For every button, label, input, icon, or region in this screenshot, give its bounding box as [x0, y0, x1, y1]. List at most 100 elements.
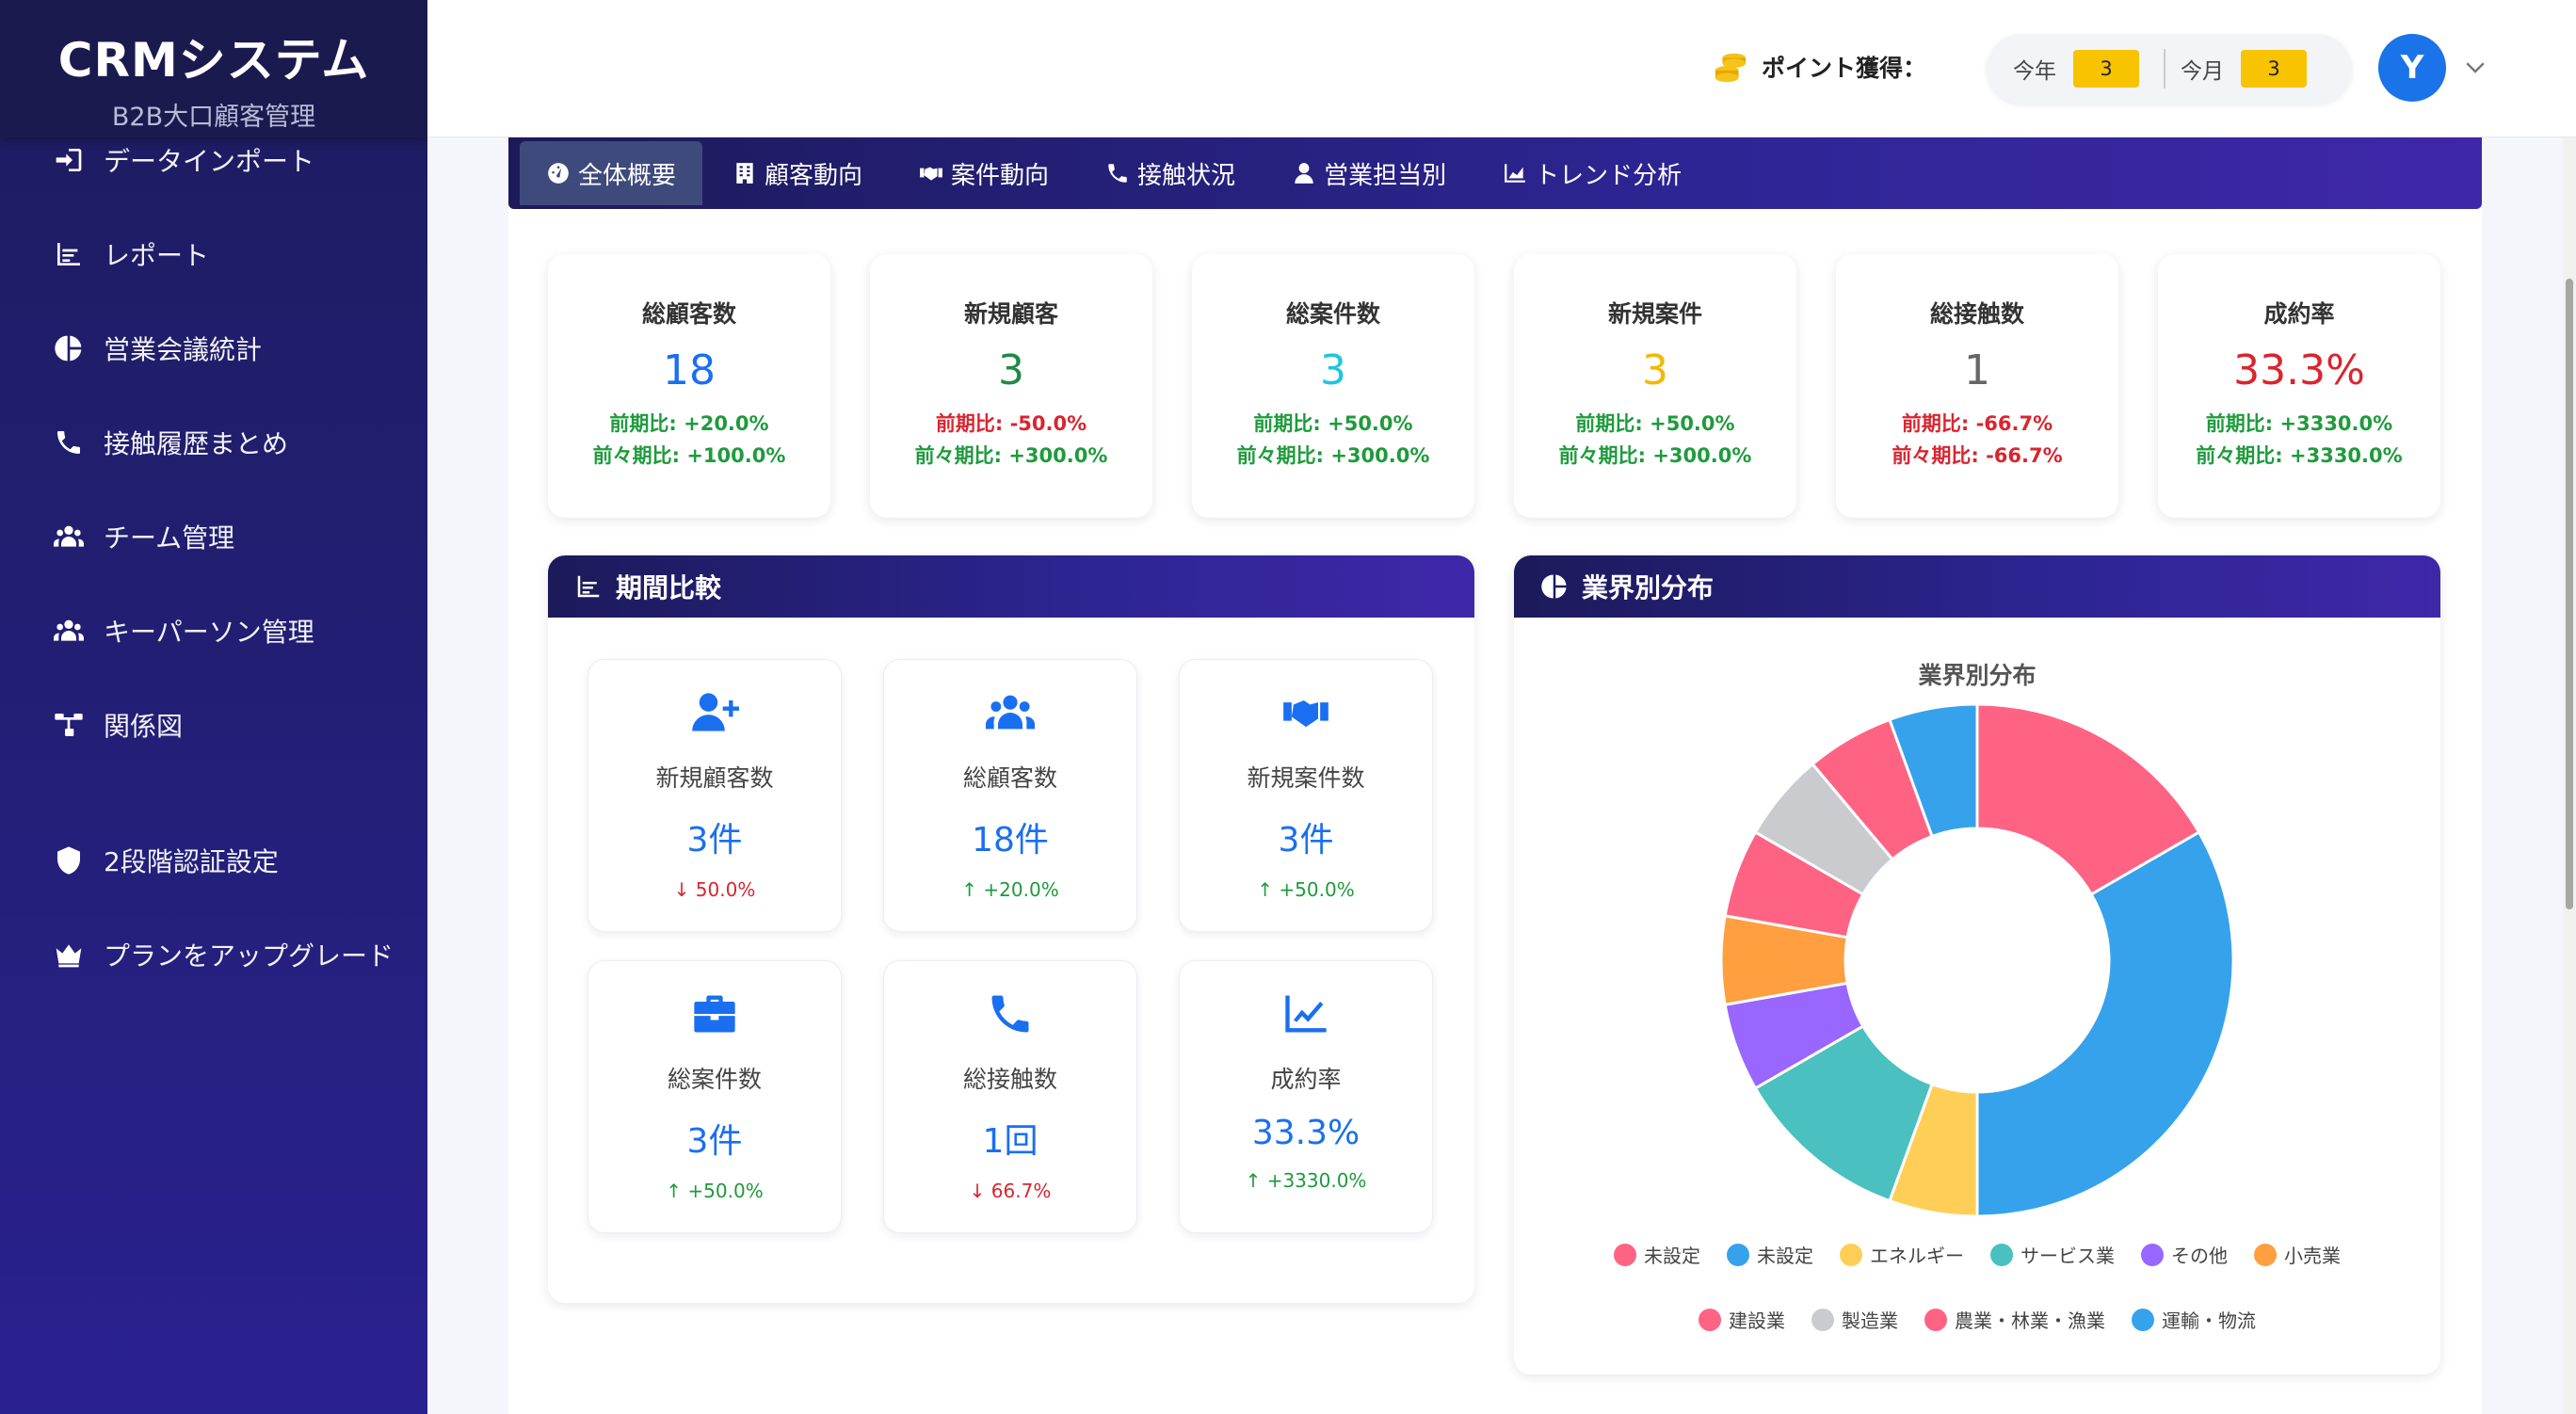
- brand-title: CRMシステム: [57, 33, 370, 88]
- kpi-change-prev: 前期比: +20.0%: [609, 412, 769, 435]
- metric-value: 33.3%: [1251, 1114, 1360, 1152]
- metric-change: ↓ 50.0%: [588, 878, 841, 901]
- legend-item[interactable]: エネルギー: [1840, 1241, 1964, 1268]
- this-year-label: 今年: [2013, 59, 2056, 84]
- points-label: ポイント獲得：: [1761, 55, 1926, 82]
- tab-label: 顧客動向: [765, 161, 863, 190]
- sidebar-item-contact-history[interactable]: 接触履歴まとめ: [0, 395, 427, 490]
- legend-item[interactable]: 農業・林業・漁業: [1924, 1306, 2105, 1333]
- legend-label: 小売業: [2284, 1245, 2341, 1267]
- pie-slice[interactable]: [1888, 702, 1979, 839]
- tab-trend-analysis[interactable]: トレンド分析: [1476, 141, 1708, 205]
- area-chart-icon: [1505, 164, 1525, 183]
- legend-label: 運輸・物流: [2162, 1310, 2256, 1332]
- coins-icon: [1715, 53, 1747, 83]
- metric-change: ↑ +50.0%: [588, 1180, 841, 1202]
- kpi-card: 成約率 33.3% 前期比: +3330.0% 前々期比: +3330.0%: [2158, 254, 2440, 518]
- pie-chart-icon: [53, 332, 85, 364]
- kpi-card: 新規案件 3 前期比: +50.0% 前々期比: +300.0%: [1514, 254, 1796, 518]
- metric-label: 成約率: [1270, 1066, 1342, 1093]
- metric-label: 新規顧客数: [655, 764, 774, 792]
- legend-swatch: [1811, 1308, 1834, 1331]
- sidebar-item-keyperson[interactable]: キーパーソン管理: [0, 584, 427, 678]
- sidebar-item-label: レポート: [104, 240, 210, 271]
- team-icon: [53, 521, 85, 553]
- report-chart-icon: [577, 575, 600, 598]
- kpi-change-prev2: 前々期比: -66.7%: [1892, 444, 2063, 467]
- tab-contact-status[interactable]: 接触状況: [1079, 141, 1262, 205]
- arrow-icon: ↑: [1245, 1169, 1262, 1192]
- tab-by-sales-rep[interactable]: 営業担当別: [1265, 141, 1473, 205]
- kpi-change-prev: 前期比: -50.0%: [935, 412, 1087, 435]
- briefcase-icon: [588, 988, 841, 1040]
- metric-card: 総接触数 1回 ↓ 66.7%: [883, 960, 1137, 1233]
- legend-item[interactable]: 運輸・物流: [2132, 1306, 2256, 1333]
- import-icon: [53, 144, 85, 176]
- users-icon: [884, 686, 1136, 739]
- pie-slice[interactable]: [1975, 829, 2235, 1218]
- kpi-value: 1: [1964, 346, 1990, 394]
- chevron-down-icon[interactable]: [2461, 53, 2489, 81]
- tab-customer-trend[interactable]: 顧客動向: [706, 141, 889, 205]
- legend-swatch: [2132, 1308, 2154, 1331]
- sidebar-item-report[interactable]: レポート: [0, 207, 427, 301]
- legend-label: サービス業: [2021, 1245, 2115, 1267]
- legend-label: その他: [2171, 1245, 2228, 1267]
- metric-label: 新規案件数: [1247, 764, 1365, 792]
- metric-label: 総案件数: [667, 1066, 762, 1093]
- sidebar-spacer: [0, 772, 427, 813]
- sidebar-item-upgrade[interactable]: プランをアップグレード: [0, 908, 427, 1002]
- scrollbar-thumb[interactable]: [2566, 279, 2573, 909]
- tab-label: 営業担当別: [1324, 161, 1447, 190]
- sidebar-item-2fa[interactable]: 2段階認証設定: [0, 813, 427, 908]
- sidebar-item-relationship[interactable]: 関係図: [0, 678, 427, 772]
- sidebar-item-team[interactable]: チーム管理: [0, 490, 427, 584]
- legend-swatch: [1840, 1243, 1862, 1266]
- building-icon: [736, 163, 753, 184]
- brand-subtitle: B2B大口顧客管理: [111, 103, 316, 132]
- kpi-card: 総案件数 3 前期比: +50.0% 前々期比: +300.0%: [1192, 254, 1474, 518]
- metric-change-value: +20.0%: [983, 878, 1059, 901]
- metric-change-value: +50.0%: [687, 1180, 764, 1202]
- metric-value: 3件: [686, 821, 743, 860]
- tab-label: 案件動向: [951, 161, 1050, 190]
- top-header: ポイント獲得： 今年 3 今月 3 Y: [427, 0, 2576, 137]
- phone-icon: [53, 426, 85, 458]
- metric-value: 3件: [1278, 821, 1334, 860]
- tab-label: 全体概要: [578, 161, 677, 190]
- legend-item[interactable]: 建設業: [1699, 1306, 1785, 1333]
- legend-swatch: [1699, 1308, 1721, 1331]
- sidebar-item-label: 関係図: [104, 711, 184, 742]
- legend-item[interactable]: 製造業: [1811, 1306, 1898, 1333]
- industry-distribution-panel: 業界別分布 業界別分布 未設定 未設定 エネルギー サービス業 その他 小売業 建設業 製造業…: [1514, 555, 2440, 1374]
- legend-swatch: [2254, 1243, 2277, 1266]
- phone-icon: [1108, 164, 1127, 183]
- metric-value: 3件: [686, 1122, 743, 1161]
- avatar[interactable]: Y: [2378, 34, 2446, 102]
- tab-overview[interactable]: 全体概要: [520, 141, 703, 205]
- legend-item[interactable]: 未設定: [1727, 1241, 1813, 1268]
- main-content: 全体概要 顧客動向 案件動向 接触状況 営業担当別 トレンド分析 総顧客数 18…: [508, 137, 2482, 1414]
- legend-item[interactable]: サービス業: [1990, 1241, 2115, 1268]
- scrollbar[interactable]: [2563, 137, 2576, 1414]
- legend-item[interactable]: 小売業: [2254, 1241, 2341, 1268]
- chart-title: 業界別分布: [1918, 662, 2037, 689]
- kpi-card: 総接触数 1 前期比: -66.7% 前々期比: -66.7%: [1836, 254, 2118, 518]
- tab-deal-trend[interactable]: 案件動向: [893, 141, 1075, 205]
- sidebar-item-label: チーム管理: [104, 522, 235, 554]
- metric-change-value: +3330.0%: [1266, 1169, 1367, 1192]
- sidebar-item-data-import[interactable]: データインポート: [0, 113, 427, 207]
- metric-change: ↓ 66.7%: [884, 1180, 1136, 1202]
- arrow-icon: ↓: [673, 878, 690, 901]
- legend-item[interactable]: 未設定: [1614, 1241, 1700, 1268]
- kpi-change-prev2: 前々期比: +300.0%: [1558, 444, 1752, 467]
- sidebar-item-label: 接触履歴まとめ: [104, 428, 289, 459]
- handshake-icon: [920, 167, 942, 181]
- legend-label: 未設定: [1644, 1245, 1700, 1267]
- kpi-value: 33.3%: [2233, 346, 2365, 394]
- kpi-label: 総接触数: [1929, 300, 2024, 328]
- sidebar-item-sales-meeting-stats[interactable]: 営業会議統計: [0, 301, 427, 395]
- legend-label: 建設業: [1729, 1310, 1785, 1332]
- pie-slice[interactable]: [1975, 702, 2201, 897]
- legend-item[interactable]: その他: [2141, 1241, 2228, 1268]
